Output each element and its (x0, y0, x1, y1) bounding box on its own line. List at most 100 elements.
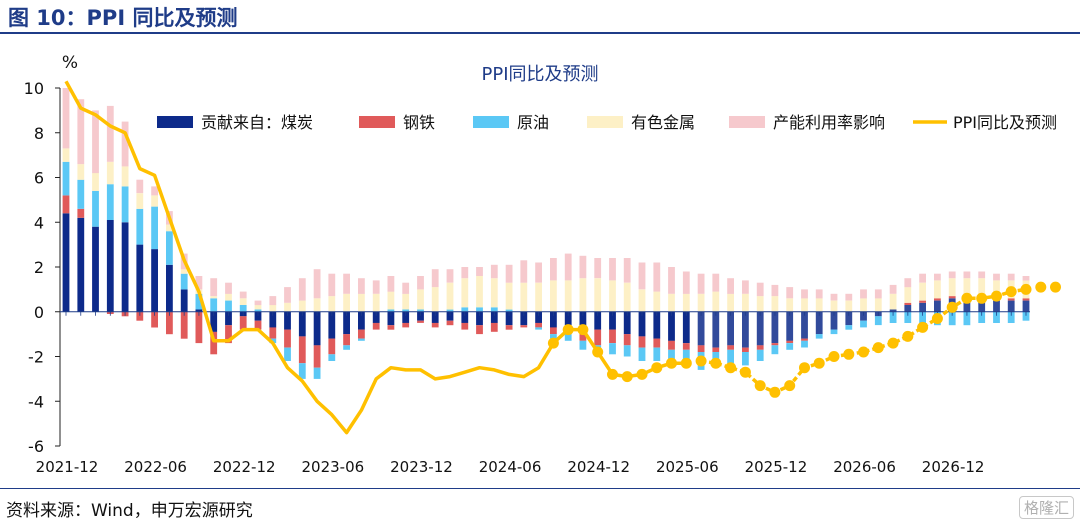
bar-oil (874, 316, 882, 326)
bar-oil (653, 347, 661, 361)
bar-steel (682, 343, 690, 350)
bar-coal (431, 311, 439, 323)
bar-coal (210, 311, 218, 332)
bar-steel (62, 195, 70, 214)
bar-oil (919, 311, 926, 326)
bar-oil (1007, 311, 1015, 323)
bar-oil (313, 367, 321, 379)
bar-coal (594, 311, 602, 330)
ppi-marker (946, 301, 958, 313)
bar-nonferrous (978, 278, 986, 297)
bar-nonferrous (535, 282, 542, 312)
bar-coal (919, 302, 926, 312)
bar-steel (431, 322, 439, 328)
y-tick-label: 2 (34, 258, 44, 277)
bar-nonferrous (343, 293, 350, 312)
bar-oil (860, 320, 867, 328)
bar-nonferrous (786, 298, 794, 312)
bar-nonferrous (180, 269, 188, 274)
bar-coal (801, 311, 808, 339)
bar-coal (195, 309, 203, 312)
bar-capacity (313, 269, 321, 299)
bar-capacity (594, 258, 602, 279)
bar-oil (889, 311, 897, 323)
bar-nonferrous (623, 282, 631, 312)
ppi-marker (1005, 286, 1017, 298)
bar-capacity (417, 276, 424, 290)
bar-oil (166, 231, 173, 265)
bar-capacity (638, 262, 646, 290)
ppi-marker (828, 351, 840, 362)
ppi-marker (666, 357, 677, 369)
bar-coal (343, 311, 350, 335)
bar-steel (786, 340, 794, 343)
bar-steel (801, 338, 808, 341)
y-axis-unit: % (62, 53, 78, 73)
bar-nonferrous (92, 173, 99, 191)
bar-nonferrous (668, 293, 675, 312)
bar-nonferrous (62, 148, 70, 162)
bar-steel (298, 336, 306, 364)
bar-coal (756, 311, 764, 346)
bar-capacity (786, 287, 794, 299)
x-tick-label: 2022-06 (124, 458, 187, 476)
y-tick-label: 4 (34, 213, 44, 232)
bar-nonferrous (446, 282, 454, 310)
bar-oil (742, 352, 749, 366)
bar-coal (934, 300, 941, 312)
bar-capacity (239, 291, 247, 299)
bar-nonferrous (815, 298, 823, 312)
bar-steel (446, 320, 454, 326)
bar-steel (461, 322, 469, 330)
bar-coal (815, 311, 823, 335)
bar-oil (845, 325, 853, 330)
ppi-marker (843, 348, 855, 360)
bar-oil (786, 343, 794, 350)
bar-steel (505, 325, 513, 330)
bar-steel (756, 345, 764, 350)
bar-coal (476, 311, 483, 326)
bar-oil (963, 311, 971, 326)
bar-oil (623, 345, 631, 357)
x-tick-label: 2024-12 (567, 458, 630, 476)
bar-coal (786, 311, 794, 341)
bar-oil (106, 184, 114, 220)
bar-capacity (727, 278, 734, 294)
bar-steel (934, 298, 941, 301)
bar-capacity (682, 271, 690, 294)
ppi-marker (621, 371, 633, 383)
bar-steel (372, 322, 380, 330)
bar-oil (358, 338, 365, 341)
bar-nonferrous (564, 280, 572, 312)
bar-nonferrous (239, 298, 247, 305)
bar-capacity (889, 284, 897, 294)
bar-capacity (934, 273, 941, 281)
bar-oil (77, 179, 85, 209)
figure-title: 图 10：PPI 同比及预测 (8, 6, 238, 30)
bar-coal (712, 311, 720, 348)
bar-nonferrous (313, 298, 321, 312)
title-rule (0, 32, 1080, 34)
bar-nonferrous (830, 300, 838, 312)
bar-capacity (948, 271, 956, 279)
bar-capacity (845, 293, 853, 301)
bar-oil (815, 334, 823, 339)
bar-coal (387, 311, 395, 326)
bar-nonferrous (254, 305, 262, 310)
bar-capacity (653, 262, 661, 292)
bar-oil (461, 307, 469, 312)
bar-steel (387, 325, 395, 330)
bar-capacity (1022, 276, 1030, 281)
bar-coal (860, 311, 867, 321)
y-tick-label: 8 (34, 124, 44, 143)
bar-oil (298, 363, 306, 379)
bar-oil (210, 298, 218, 312)
bar-nonferrous (860, 298, 867, 312)
x-tick-label: 2024-06 (479, 458, 542, 476)
x-tick-label: 2021-12 (36, 458, 99, 476)
bar-oil (92, 190, 99, 227)
bar-nonferrous (993, 280, 1000, 299)
bar-coal (269, 311, 277, 328)
bar-coal (151, 249, 158, 312)
bar-coal (653, 311, 661, 339)
